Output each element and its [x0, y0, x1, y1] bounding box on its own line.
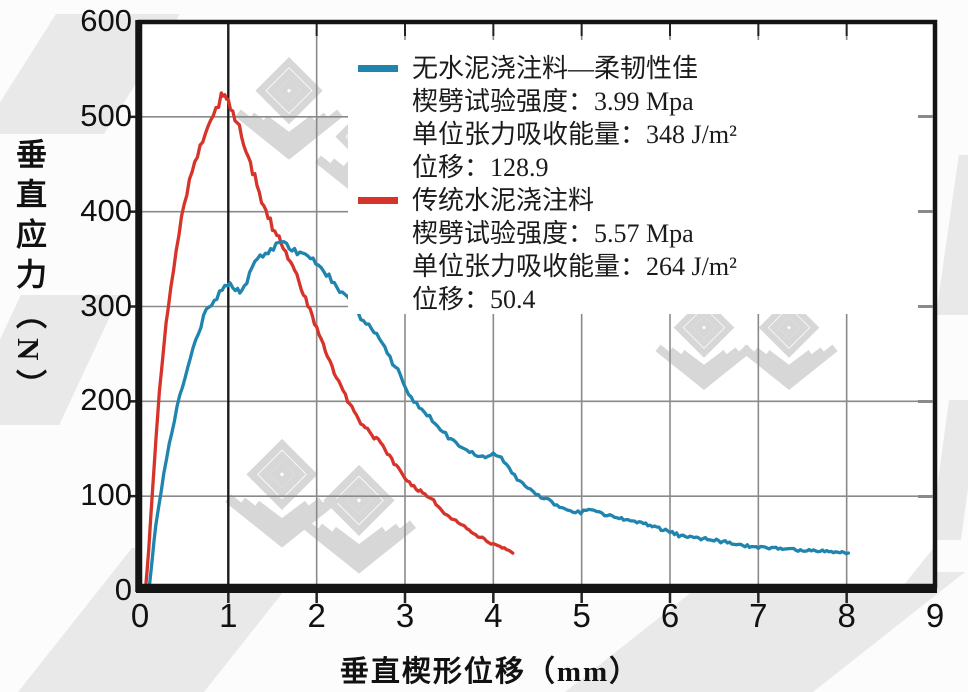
curve-cement-free-castable [147, 240, 851, 586]
corner-band [903, 548, 933, 586]
legend-stat-energy: 单位张力吸收能量：348 J/m² [412, 120, 737, 149]
legend-swatch-blue [358, 65, 398, 72]
legend-stat-displacement: 位移：128.9 [412, 153, 549, 182]
legend-stat-displacement: 位移：50.4 [412, 285, 536, 314]
legend-series-name: 无水泥浇注料—柔韧性佳 [412, 54, 699, 83]
legend-series-name: 传统水泥浇注料 [412, 186, 595, 215]
legend: 无水泥浇注料—柔韧性佳 楔劈试验强度：3.99 Mpa 单位张力吸收能量：348… [348, 40, 930, 314]
plot-frame [135, 19, 938, 593]
legend-swatch-red [358, 197, 398, 204]
watermark-logos [228, 62, 933, 586]
legend-entry: 无水泥浇注料—柔韧性佳 [358, 52, 930, 85]
legend-stat-strength: 楔劈试验强度：5.57 Mpa [412, 219, 694, 248]
curve-traditional-cement-castable [144, 91, 515, 586]
legend-stat-strength: 楔劈试验强度：3.99 Mpa [412, 87, 694, 116]
legend-stat-energy: 单位张力吸收能量：264 J/m² [412, 252, 737, 281]
data-curves [144, 91, 851, 586]
legend-series-traditional: 传统水泥浇注料 楔劈试验强度：5.57 Mpa 单位张力吸收能量：264 J/m… [358, 184, 930, 316]
legend-series-cement-free: 无水泥浇注料—柔韧性佳 楔劈试验强度：3.99 Mpa 单位张力吸收能量：348… [358, 52, 930, 184]
legend-entry: 传统水泥浇注料 [358, 184, 930, 217]
x-axis-title: 垂直楔形位移（mm） [339, 656, 641, 688]
y-axis-title: 垂直应力（N） [11, 138, 46, 410]
